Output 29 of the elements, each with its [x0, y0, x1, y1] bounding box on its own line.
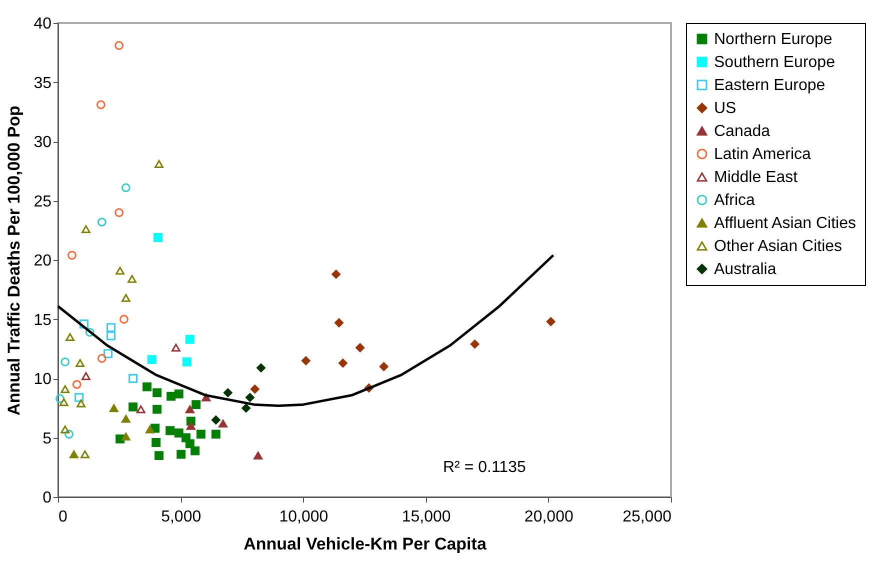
y-axis-title: Annual Traffic Deaths Per 100,000 Pop — [4, 106, 24, 416]
legend-label: Other Asian Cities — [714, 238, 842, 255]
x-tick-label: 15,000 — [402, 508, 451, 526]
legend-label: US — [714, 100, 736, 117]
x-tick-label: 20,000 — [524, 508, 574, 526]
y-tick-label: 35 — [34, 74, 52, 92]
y-tick-label: 10 — [34, 371, 52, 388]
legend-label: Affluent Asian Cities — [714, 215, 856, 232]
legend-label: Latin America — [714, 146, 812, 163]
y-tick-label: 20 — [34, 252, 52, 270]
legend-label: Africa — [714, 192, 755, 209]
x-tick-label: 5,000 — [161, 508, 202, 526]
y-tick-label: 30 — [34, 134, 52, 151]
legend-label: Southern Europe — [714, 54, 836, 71]
annotation: R² = 0.1135 — [443, 459, 526, 476]
y-tick-label: 5 — [42, 430, 52, 448]
legend-label: Northern Europe — [714, 31, 832, 48]
x-tick-label: 0 — [58, 508, 68, 526]
x-axis-title: Annual Vehicle-Km Per Capita — [244, 534, 487, 554]
legend-label: Middle East — [714, 169, 798, 186]
legend-label: Australia — [714, 261, 776, 278]
legend-label: Eastern Europe — [714, 77, 826, 94]
legend-label: Canada — [714, 123, 770, 140]
x-tick-label: 10,000 — [279, 508, 328, 526]
y-tick-label: 40 — [34, 16, 52, 32]
y-tick-label: 0 — [42, 490, 52, 506]
y-tick-label: 15 — [34, 312, 52, 329]
x-tick-label: 25,000 — [622, 508, 672, 526]
y-tick-label: 25 — [34, 193, 52, 210]
